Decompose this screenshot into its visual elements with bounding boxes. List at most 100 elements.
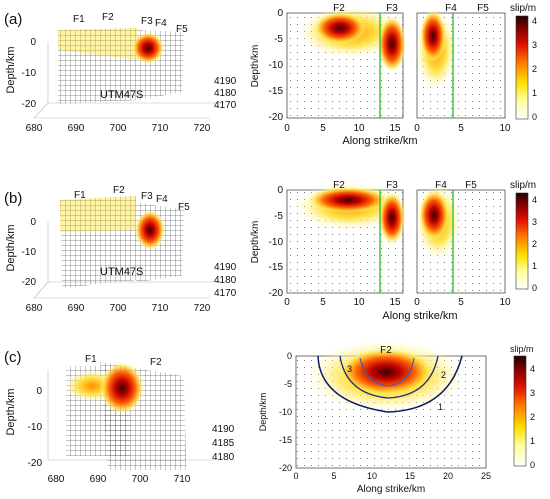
panel-b-label: (b)	[4, 190, 22, 207]
fault-label-c-F2: F2	[150, 357, 162, 368]
fault-label-a-1-F3: F3	[386, 3, 398, 14]
utm-label-a: UTM47S	[100, 89, 143, 101]
xlabel-a-1: Along strike/km	[342, 135, 417, 147]
colorbar-c-title: slip/m	[510, 344, 534, 354]
fault-label-c-F1: F1	[85, 354, 97, 365]
cb-c-tick-3: 3	[530, 388, 535, 398]
xtick-c-1-5: 25	[481, 471, 491, 481]
colorbar-c-bar	[513, 355, 527, 467]
ytick-b-0: 4190	[214, 262, 237, 273]
colorbar-c: slip/m 4 3 2 1 0	[510, 344, 535, 470]
xtick-c-0: 680	[48, 474, 65, 485]
contour-label-2: 2	[441, 370, 446, 380]
colorbar-a: slip/m 4 3 2 1 0	[510, 3, 537, 122]
xtick-b-2-2: 10	[499, 297, 511, 308]
contour-3	[359, 357, 415, 387]
fault-label-b-F3: F3	[141, 191, 153, 202]
cb-c-tick-4: 4	[530, 364, 535, 374]
xtick-a-1: 690	[68, 123, 85, 134]
panel-b-fault-view: Depth/km 0 -10 -20 F1 F2 F3 F4 F5 UTM47S…	[5, 185, 237, 314]
fault-label-a-F5: F5	[176, 24, 188, 35]
fault-label-a-1-F2: F2	[333, 3, 345, 14]
xtick-b-4: 720	[194, 303, 211, 314]
cb-b-tick-2: 2	[532, 239, 537, 249]
ztick-b-2: -20	[22, 277, 37, 288]
slip-a-1-peak1	[314, 12, 366, 44]
fault-mesh-b-west-fill	[60, 196, 136, 232]
ytick-a-1: 4180	[214, 88, 237, 99]
ztick-b-0: 0	[30, 217, 36, 228]
ytick-c-0: 4190	[212, 424, 235, 435]
fault-label-a-F2: F2	[102, 12, 114, 23]
ytick-a-1-4: -20	[269, 112, 284, 123]
ytick-c-1-2: -10	[279, 407, 292, 417]
xtick-c-3: 710	[174, 474, 191, 485]
fault-mesh-b-west	[60, 196, 136, 288]
xtick-b-1-3: 15	[389, 297, 401, 308]
ytick-b-1-1: -5	[274, 211, 283, 222]
ytick-b-1-4: -20	[269, 288, 284, 299]
zlabel-c: Depth/km	[5, 388, 17, 435]
cb-a-tick-2: 2	[532, 64, 537, 74]
fault-label-a-2-F4: F4	[445, 3, 457, 14]
ytick-c-1-3: -15	[279, 435, 292, 445]
fault-label-b-F4: F4	[156, 194, 168, 205]
xtick-a-1-2: 10	[353, 123, 365, 134]
ytick-a-1-3: -15	[269, 86, 284, 97]
slip-patch-a-3d	[132, 32, 164, 64]
fault-label-b-F5: F5	[178, 202, 190, 213]
ytick-b-2: 4170	[214, 288, 237, 299]
slip-b-2-peak	[419, 190, 449, 240]
xtick-a-1-1: 5	[320, 123, 326, 134]
fault-label-a-F1: F1	[73, 14, 85, 25]
xtick-a-1-0: 0	[284, 123, 290, 134]
xtick-b-2-1: 5	[458, 297, 464, 308]
fault-label-b-1-F2: F2	[333, 180, 345, 191]
xtick-c-1-2: 10	[367, 471, 377, 481]
ytick-c-1-1: -5	[284, 379, 292, 389]
ytick-b-1-0: 0	[277, 185, 283, 196]
cb-a-tick-1: 1	[532, 88, 537, 98]
slip-plot-c-1: 1 2 3 F2 Depth/km 0 -5 -10 -15 -20 0 5 1…	[258, 340, 491, 495]
slip-plot-a-2: F4 F5 0 5 10	[414, 3, 511, 134]
ytick-a-1-2: -10	[269, 60, 284, 71]
xtick-a-2-2: 10	[499, 123, 511, 134]
xtick-a-3: 710	[152, 123, 169, 134]
ytick-c-1: 4185	[212, 438, 235, 449]
ytick-b-1-3: -15	[269, 262, 284, 273]
slip-c-1-peak	[338, 348, 434, 396]
cb-b-tick-1: 1	[532, 261, 537, 271]
slip-c-3d-peak	[100, 362, 144, 414]
xtick-a-1-3: 15	[389, 123, 401, 134]
panel-a-label: (a)	[4, 11, 22, 28]
ztick-b-1: -10	[22, 247, 37, 258]
slip-plot-a-1: F2 F3 Depth/km 0 -5 -10 -15 -20 0 5 10 1…	[250, 3, 418, 147]
axes-box-b	[33, 222, 222, 299]
xtick-c-1-3: 15	[405, 471, 415, 481]
xtick-b-3: 710	[152, 303, 169, 314]
slip-patch-b-3d	[135, 210, 165, 250]
ytick-a-1-1: -5	[274, 34, 283, 45]
fault-label-a-2-F5: F5	[477, 3, 489, 14]
ytick-b-1-2: -10	[269, 237, 284, 248]
colorbar-b-title: slip/m	[510, 180, 536, 191]
xlabel-c-1: Along strike/km	[357, 484, 425, 495]
panel-a-fault-view: Depth/km 0 -10 -20 F1 F2 F3 F4 F5 UTM47S…	[5, 12, 237, 134]
ytick-c-1-4: -20	[279, 463, 292, 473]
colorbar-b-bar	[515, 192, 529, 290]
ytick-a-0: 4190	[214, 76, 237, 87]
cb-a-tick-0: 0	[532, 112, 537, 122]
contour-label-3: 3	[347, 364, 352, 374]
cb-c-tick-2: 2	[530, 412, 535, 422]
ztick-a-2: -20	[22, 99, 37, 110]
xtick-b-1-0: 0	[284, 297, 290, 308]
ytick-c-2: 4180	[212, 452, 235, 463]
fault-label-b-1-F3: F3	[386, 180, 398, 191]
xtick-b-2-0: 0	[414, 297, 420, 308]
xtick-a-4: 720	[194, 123, 211, 134]
xtick-a-2: 700	[110, 123, 127, 134]
xtick-c-1-1: 5	[331, 471, 336, 481]
xtick-b-1-2: 10	[353, 297, 365, 308]
colorbar-a-title: slip/m	[510, 3, 536, 14]
xtick-a-2-1: 5	[458, 123, 464, 134]
